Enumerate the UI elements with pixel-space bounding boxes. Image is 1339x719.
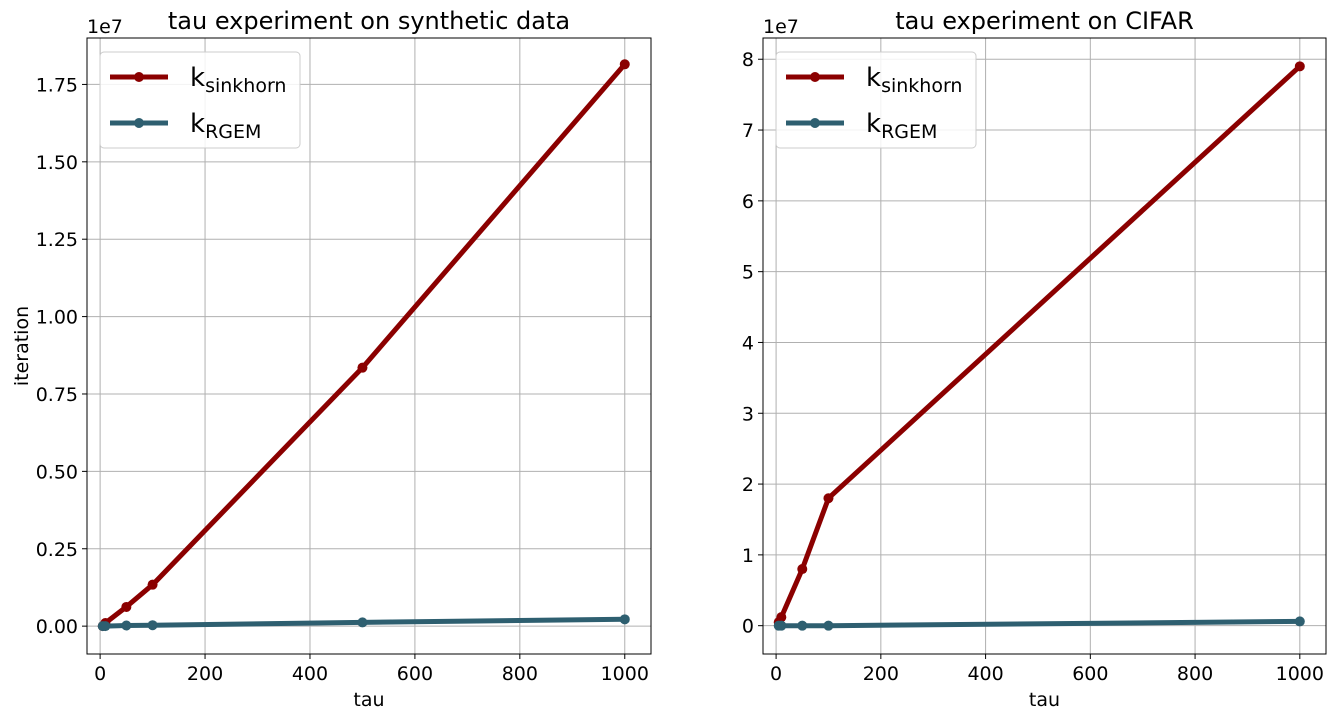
x-tick-label: 600 <box>397 663 433 685</box>
data-point-rgem <box>121 620 132 631</box>
x-tick-label: 0 <box>94 663 106 685</box>
x-tick-label: 200 <box>863 663 899 685</box>
y-tick-label: 3 <box>742 403 754 425</box>
series-line-rgem <box>776 618 1303 629</box>
y-offset-text: 1e7 <box>87 16 123 38</box>
y-tick-label: 1.75 <box>36 74 78 96</box>
y-tick-label: 5 <box>742 262 754 284</box>
x-tick-label: 1000 <box>1276 663 1324 685</box>
plot-frame <box>762 37 1327 655</box>
data-point-sinkhorn <box>121 601 132 612</box>
legend-entry: kRGEM <box>866 109 937 143</box>
y-tick-label: 0.25 <box>36 539 78 561</box>
legend-label: k <box>190 109 205 139</box>
data-point-rgem <box>797 620 808 631</box>
data-point-rgem <box>147 620 158 631</box>
y-tick-label: 1.50 <box>36 152 78 174</box>
data-point-sinkhorn <box>619 59 630 70</box>
series-line-sinkhorn <box>100 61 628 629</box>
legend-entry: ksinkhorn <box>866 63 962 97</box>
legend-label: k <box>866 109 881 139</box>
x-tick-label: 400 <box>967 663 1003 685</box>
data-point-rgem <box>823 620 834 631</box>
x-tick-label: 0 <box>770 663 782 685</box>
legend-marker <box>134 118 144 128</box>
data-point-rgem <box>357 617 368 628</box>
y-offset-text: 1e7 <box>763 16 799 38</box>
y-tick-label: 0.75 <box>36 384 78 406</box>
y-tick-label: 8 <box>742 49 754 71</box>
y-tick-label: 6 <box>742 191 754 213</box>
data-point-sinkhorn <box>357 362 368 373</box>
legend-marker <box>810 118 820 128</box>
legend-subscript: RGEM <box>881 121 937 143</box>
legend-marker <box>810 72 820 82</box>
chart-panel-1: 0 200 400 600 800 1000 0.00 0.25 0.50 0.75 1.00 1.2… <box>11 7 652 711</box>
data-point-rgem <box>619 614 630 625</box>
legend-label: k <box>866 63 881 93</box>
legend-entry: ksinkhorn <box>190 63 286 97</box>
x-tick-label: 400 <box>292 663 328 685</box>
legend-subscript: sinkhorn <box>205 75 286 97</box>
legend-marker <box>134 72 144 82</box>
legend-subscript: sinkhorn <box>881 75 962 97</box>
data-point-sinkhorn <box>147 579 158 590</box>
data-point-rgem <box>1294 616 1305 627</box>
x-axis-label: tau <box>353 689 384 711</box>
data-point-sinkhorn <box>797 564 808 575</box>
chart-title: tau experiment on synthetic data <box>168 7 570 35</box>
legend-label: k <box>190 63 205 93</box>
x-tick-label: 600 <box>1072 663 1108 685</box>
series-line-sinkhorn <box>776 63 1303 625</box>
y-axis-label: iteration <box>11 306 33 386</box>
y-tick-label: 1.00 <box>36 307 78 329</box>
legend-entry: kRGEM <box>190 109 261 143</box>
legend-subscript: RGEM <box>205 121 261 143</box>
plot-frame <box>86 37 652 655</box>
data-point-rgem <box>100 621 111 632</box>
y-tick-label: 0.50 <box>36 461 78 483</box>
x-tick-label: 1000 <box>601 663 649 685</box>
y-tick-label: 4 <box>742 332 754 354</box>
y-tick-label: 1.25 <box>36 229 78 251</box>
y-tick-label: 0 <box>742 616 754 638</box>
x-tick-label: 200 <box>187 663 223 685</box>
x-tick-label: 800 <box>1177 663 1213 685</box>
data-point-sinkhorn <box>1294 61 1305 72</box>
data-point-sinkhorn <box>776 612 787 623</box>
y-tick-label: 0.00 <box>36 616 78 638</box>
data-point-rgem <box>776 620 787 631</box>
x-axis-label: tau <box>1029 689 1060 711</box>
y-tick-label: 7 <box>742 120 754 142</box>
y-tick-label: 1 <box>742 545 754 567</box>
chart-panel-2: 0 200 400 600 800 1000 0 1 2 3 4 5 6 7 8 tau experiment… <box>742 7 1327 711</box>
data-point-sinkhorn <box>823 493 834 504</box>
y-tick-label: 2 <box>742 474 754 496</box>
chart-title: tau experiment on CIFAR <box>895 7 1194 35</box>
x-tick-label: 800 <box>502 663 538 685</box>
